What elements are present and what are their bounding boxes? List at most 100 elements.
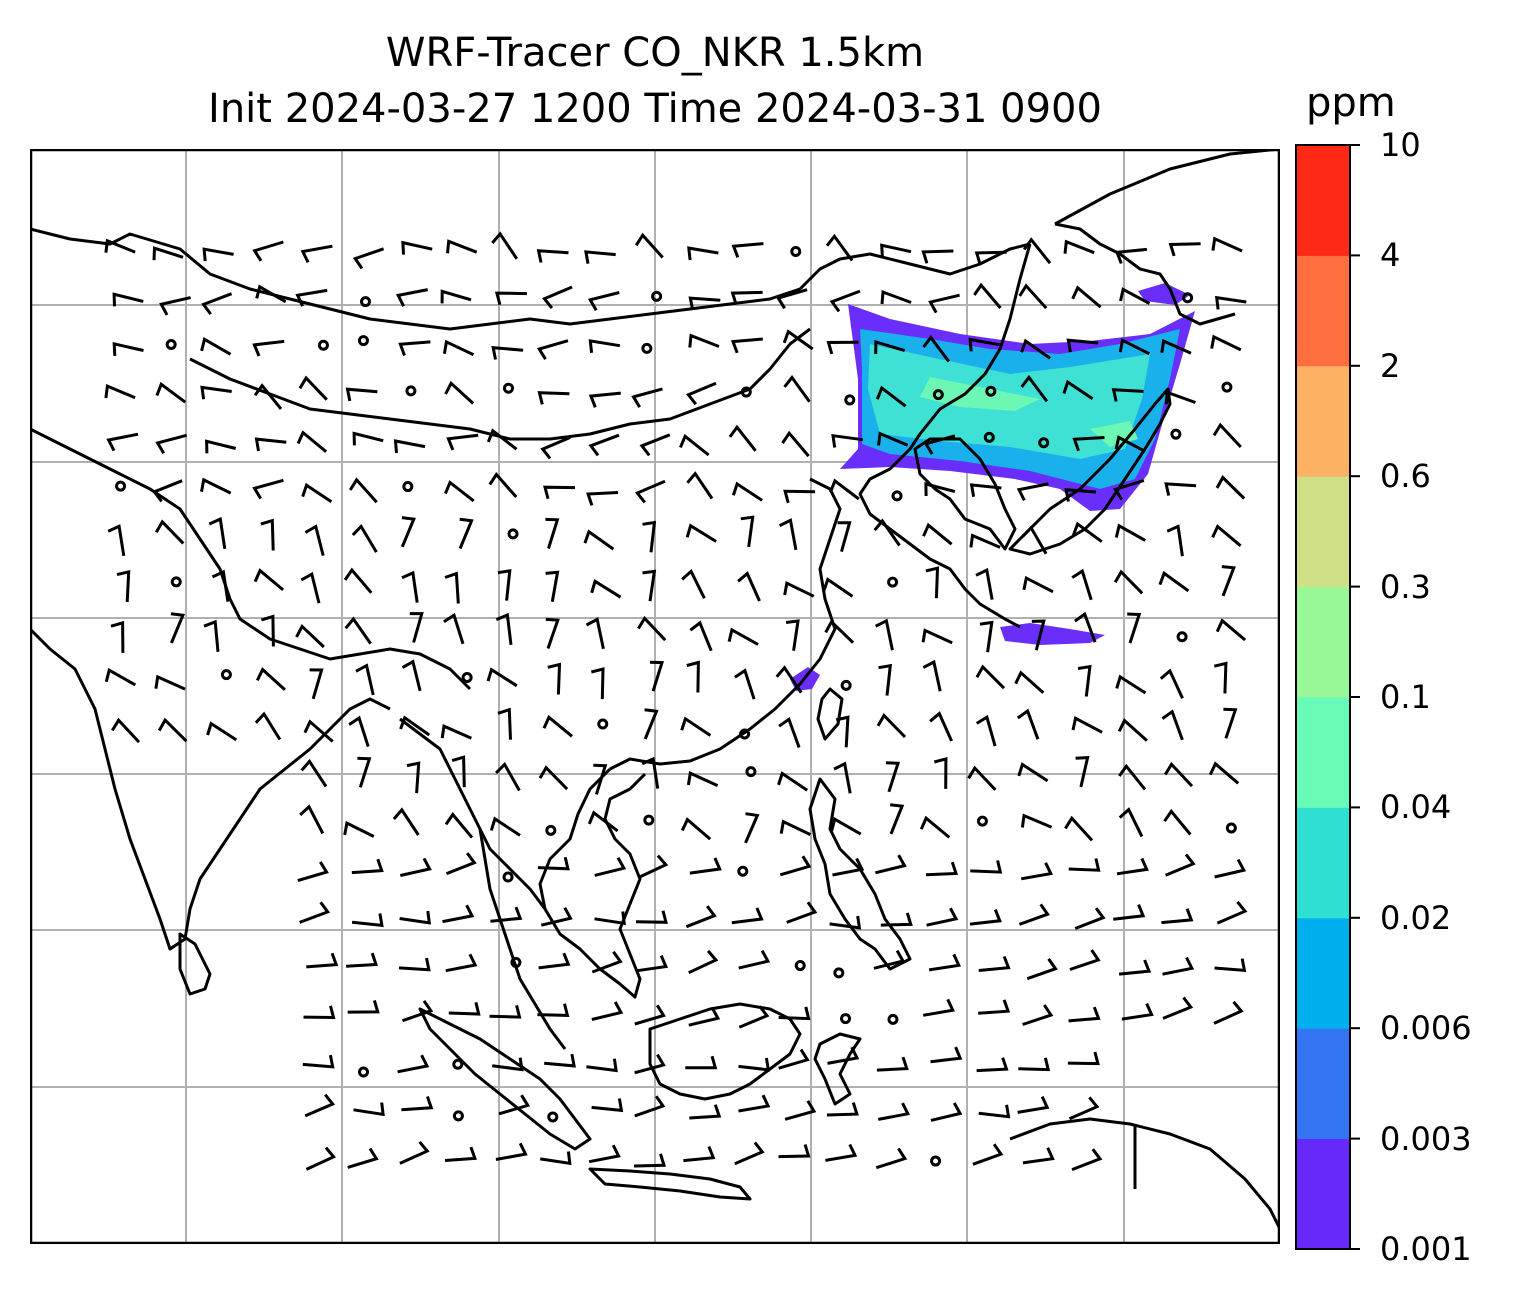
map-gridlines bbox=[30, 149, 1280, 1244]
wind-barb bbox=[155, 433, 187, 455]
wind-barb bbox=[1213, 661, 1228, 694]
wind-barb bbox=[1018, 1057, 1051, 1072]
wind-barb bbox=[170, 612, 186, 644]
wind-barb bbox=[399, 857, 432, 877]
wind-barb bbox=[1074, 907, 1106, 930]
wind-barb bbox=[1214, 958, 1247, 973]
wind-barb bbox=[737, 571, 761, 602]
colorbar-unit-label: ppm bbox=[1306, 80, 1396, 126]
wind-barb bbox=[302, 1054, 335, 1069]
plume-korea-patch bbox=[1000, 623, 1105, 645]
wind-barb bbox=[967, 765, 997, 791]
wind-barb bbox=[444, 812, 474, 839]
wind-barb bbox=[588, 433, 620, 457]
wind-barb bbox=[1022, 1004, 1054, 1026]
wind-barb bbox=[1221, 565, 1236, 597]
map-title-line-1: WRF-Tracer CO_NKR 1.5km bbox=[385, 30, 925, 76]
wind-barb bbox=[106, 432, 139, 452]
wind-barb bbox=[497, 707, 512, 740]
wind-barb bbox=[778, 1048, 810, 1070]
wind-barb bbox=[489, 1005, 522, 1019]
wind-barb bbox=[1071, 285, 1102, 309]
wind-barb bbox=[593, 763, 608, 795]
wind-barb bbox=[107, 524, 126, 557]
wind-barb bbox=[348, 715, 370, 748]
wind-barb bbox=[826, 1102, 859, 1117]
wind-barb bbox=[837, 521, 852, 553]
coast-taiwan bbox=[816, 687, 844, 741]
wind-barb bbox=[537, 856, 570, 871]
wind-barb bbox=[1168, 242, 1201, 257]
wind-barb bbox=[395, 288, 428, 307]
wind-barb bbox=[728, 424, 757, 452]
wind-barb bbox=[922, 522, 953, 546]
wind-barb bbox=[688, 1006, 721, 1027]
wind-barb bbox=[975, 664, 1006, 690]
wind-barb bbox=[1071, 568, 1093, 601]
wind-barb bbox=[1216, 900, 1248, 925]
colorbar-segment bbox=[1296, 1138, 1350, 1250]
wind-barb bbox=[969, 909, 1002, 926]
wind-barb bbox=[489, 816, 521, 837]
wind-barb bbox=[1020, 374, 1049, 403]
colorbar-segment bbox=[1296, 145, 1350, 256]
wind-barb bbox=[685, 905, 717, 929]
wind-barb bbox=[1066, 338, 1099, 353]
wind-barb bbox=[200, 337, 232, 356]
map-title-line-2: Init 2024-03-27 1200 Time 2024-03-31 090… bbox=[208, 86, 1102, 132]
coast-china-east bbox=[609, 477, 842, 771]
colorbar-tick-label: 0.02 bbox=[1380, 898, 1452, 937]
calm-marker bbox=[833, 967, 845, 979]
wind-barb bbox=[875, 1147, 908, 1170]
wind-barb bbox=[685, 523, 717, 543]
wind-barb bbox=[1118, 807, 1144, 838]
colorbar-segment bbox=[1296, 365, 1350, 477]
calm-wind-markers bbox=[115, 246, 1237, 1167]
wind-barb bbox=[116, 569, 131, 602]
wind-barb bbox=[1164, 482, 1197, 496]
wind-barb bbox=[151, 479, 183, 503]
wind-barb bbox=[731, 907, 764, 925]
calm-marker bbox=[930, 1155, 942, 1167]
wind-barb bbox=[634, 479, 666, 504]
wind-barb bbox=[260, 614, 275, 647]
wind-barb bbox=[594, 911, 626, 926]
wind-barb bbox=[208, 516, 227, 550]
wind-barb bbox=[352, 431, 384, 446]
wind-barb bbox=[1067, 1051, 1100, 1066]
wind-barb bbox=[970, 860, 1003, 874]
calm-marker bbox=[976, 815, 988, 827]
coast-japan bbox=[1008, 387, 1172, 556]
wind-barb bbox=[634, 1095, 666, 1118]
wind-barb bbox=[155, 519, 185, 545]
wind-barb bbox=[825, 1143, 858, 1162]
wind-barb bbox=[975, 714, 997, 747]
wind-barb bbox=[442, 339, 475, 357]
calm-marker bbox=[545, 824, 557, 836]
wind-barb bbox=[689, 857, 722, 875]
wind-barb bbox=[875, 854, 907, 875]
wind-barb bbox=[1119, 287, 1151, 305]
calm-marker bbox=[115, 480, 127, 492]
wind-barb bbox=[587, 291, 620, 311]
calm-marker bbox=[887, 576, 899, 588]
wind-barb bbox=[1111, 388, 1144, 402]
wind-barb bbox=[642, 569, 657, 602]
wind-barb bbox=[979, 620, 994, 653]
calm-marker bbox=[651, 290, 663, 302]
wind-barb bbox=[784, 1100, 817, 1121]
wind-barb bbox=[876, 1056, 909, 1072]
wind-barb bbox=[303, 719, 334, 743]
wind-barb bbox=[544, 1053, 576, 1068]
wind-barb bbox=[1113, 904, 1146, 921]
wind-barb bbox=[392, 807, 420, 836]
wind-barb bbox=[1127, 612, 1142, 644]
calm-marker bbox=[887, 1013, 899, 1025]
wind-barb bbox=[1064, 488, 1097, 502]
calm-marker bbox=[357, 335, 369, 347]
wind-barb bbox=[152, 246, 184, 261]
wind-barb bbox=[686, 771, 719, 787]
wind-barb bbox=[440, 289, 472, 304]
wind-barb bbox=[829, 478, 860, 501]
wind-barb bbox=[928, 953, 961, 972]
